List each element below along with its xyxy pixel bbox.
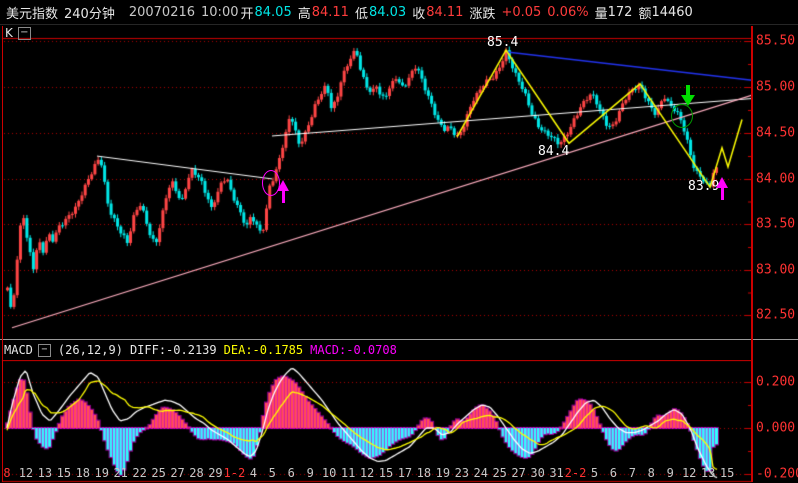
dea-readout: DEA:-0.1785 [223,343,304,357]
date-axis-label: 11 [340,466,356,480]
amount-value: 14460 [651,4,693,20]
bottom-up-arrow [716,177,728,200]
kline-pane-label: K [5,26,13,40]
macd-params: (26,12,9) [57,343,123,357]
price-axis-label: 84.50 [756,125,796,141]
bar-date: 20070216 [128,4,196,20]
date-axis-label: 5 [590,466,599,480]
date-axis-label: 22 [132,466,147,480]
breakout-up-arrow [277,180,289,203]
date-axis-label: 12 [359,466,375,480]
volume-value: 172 [607,4,633,20]
date-axis-label: 5 [268,466,276,480]
kline-collapse-icon[interactable]: − [17,26,31,40]
date-axis-label: 31 [549,466,564,480]
macd-chart-canvas[interactable] [0,360,753,483]
price-axis-label: 85.50 [756,33,796,49]
price-axis-label: 85.00 [756,79,796,95]
swing-low-annotation: 84.4 [538,144,570,159]
macd-axis-label: 0.000 [756,420,796,436]
open-label: 开 [240,6,254,22]
trendline-break-circle [671,104,693,128]
date-axis-label: 28 [189,466,204,480]
date-axis-label: 12 [18,466,34,480]
date-axis-label: 2-2 [564,466,587,480]
sell-signal-arrow [681,85,695,106]
diff-readout: DIFF:-0.2139 [129,343,217,357]
date-axis-label: 6 [609,466,618,480]
date-axis-label: 19 [94,466,109,480]
date-axis-label: 25 [492,466,507,480]
peak-price-annotation: 85.4 [487,35,519,50]
date-axis-label: 19 [435,466,451,480]
low-value: 84.03 [368,4,407,20]
date-axis-label: 27 [511,466,526,480]
high-value: 84.11 [311,4,349,20]
macd-axis-label: 0.200 [756,374,796,390]
change-value: +0.05 [501,4,542,20]
price-axis-label: 83.00 [756,262,796,278]
date-axis-label: 17 [397,466,413,480]
date-axis-label: 4 [249,466,257,480]
period-label[interactable]: 240分钟 [64,6,115,22]
date-axis-label: 18 [75,466,91,480]
date-axis-label: 15 [56,466,72,480]
kline-chart-canvas[interactable] [0,26,753,340]
macd-axis-label: -0.200 [756,466,798,482]
date-axis-label: 9 [306,466,314,480]
price-axis-label: 84.00 [756,171,796,187]
amount-label: 额 [638,6,652,22]
volume-label: 量 [594,6,608,22]
close-label: 收 [412,6,426,22]
date-axis-label: 30 [530,466,545,480]
macd-readout: MACD:-0.0708 [310,343,397,357]
date-axis-label: 6 [287,466,295,480]
date-axis-label: 27 [170,466,185,480]
change-label: 涨跌 [469,6,496,22]
date-axis-label: 15 [719,466,735,480]
low-label: 低 [354,6,368,22]
date-axis-label: 25 [151,466,166,480]
date-axis-label: 8 [3,466,11,480]
symbol-name[interactable]: 美元指数 [6,6,59,22]
macd-pane-label: MACD [4,343,33,357]
final-low-annotation: 83.9 [688,179,720,194]
date-axis-label: 24 [473,466,488,480]
price-axis-label: 82.50 [756,307,796,323]
date-axis-label: 12 [681,466,697,480]
left-frame-line [2,26,3,482]
price-axis-line [751,26,753,482]
date-axis-label: 1-2 [223,466,246,480]
title-bar: 美元指数 240分钟 20070216 10:00 开 84.05 高 84.11 … [0,0,798,24]
date-axis-label: 21 [113,466,128,480]
bar-time: 10:00 [201,4,239,20]
date-axis-label: 8 [647,466,655,480]
date-axis-label: 29 [208,466,223,480]
open-value: 84.05 [254,4,292,20]
macd-pane-header: MACD − (26,12,9) DIFF:-0.2139 DEA:-0.178… [4,343,397,357]
change-percent: 0.06% [547,4,589,20]
date-axis-label: 23 [454,466,470,480]
high-label: 高 [297,6,311,22]
kline-pane-header: K − [5,26,31,40]
date-axis-label: 13 [700,466,716,480]
price-axis-label: 83.50 [756,216,796,232]
date-axis-label: 7 [628,466,636,480]
title-separator [0,24,798,25]
pane-separator[interactable] [0,339,798,340]
date-axis-label: 10 [321,466,337,480]
close-value: 84.11 [426,4,464,20]
date-axis-label: 13 [37,466,53,480]
date-axis-label: 9 [666,466,674,480]
date-axis-label: 15 [378,466,394,480]
macd-collapse-icon[interactable]: − [37,343,51,357]
date-axis-label: 18 [416,466,432,480]
